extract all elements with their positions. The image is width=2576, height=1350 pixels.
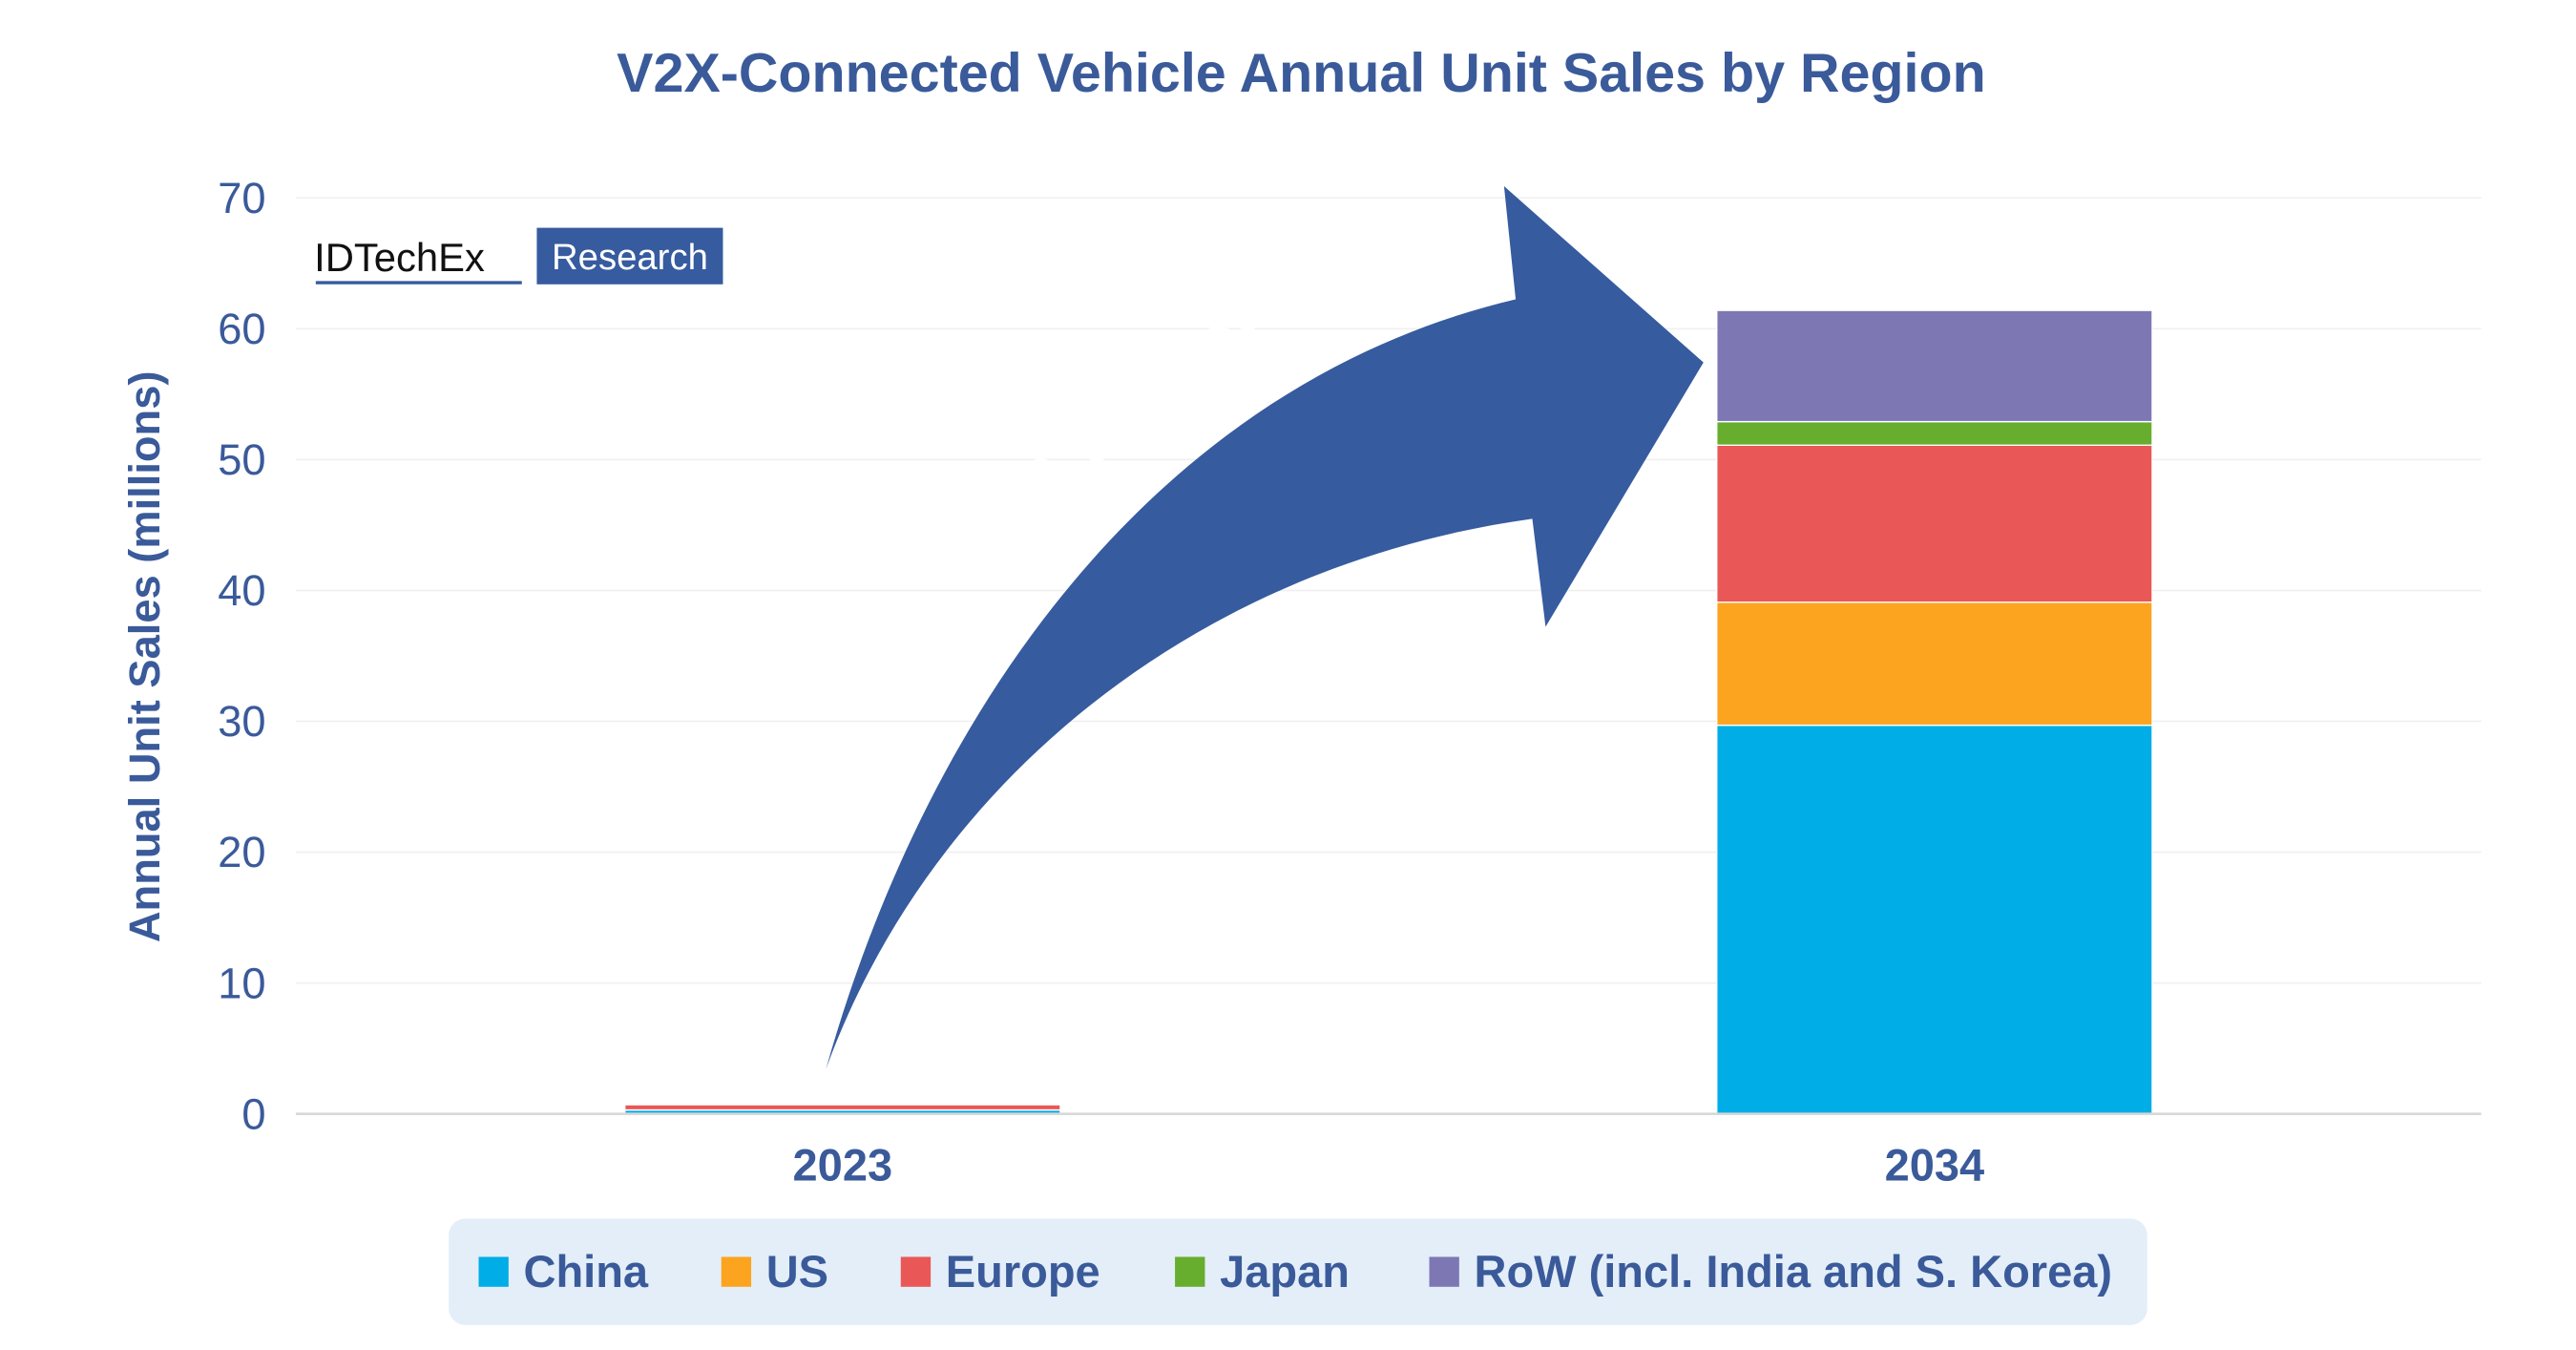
bar-2034-japan	[1716, 420, 2153, 446]
bars	[624, 309, 2153, 1115]
legend-box	[449, 1218, 2147, 1325]
bar-2034-row	[1716, 309, 2153, 423]
legend-label: Japan	[1220, 1246, 1350, 1297]
legend-swatch	[1175, 1256, 1205, 1287]
growth-arrow	[826, 186, 1704, 1069]
legend-swatch	[478, 1256, 509, 1287]
x-axis-categories: 2023 2034	[793, 1139, 1985, 1190]
logo-tag: Research	[552, 237, 708, 278]
bar-2034-china	[1716, 724, 2153, 1115]
idtechex-logo: IDTechEx Research	[314, 227, 723, 285]
legend-swatch	[1429, 1256, 1459, 1287]
legend: China US Europe Japan RoW (incl. India and S…	[478, 1246, 2112, 1297]
legend-label: China	[524, 1246, 649, 1297]
logo-tag-box	[536, 227, 723, 285]
bar-2034-europe	[1716, 444, 2153, 603]
y-tick-label: 50	[218, 435, 265, 484]
bar-2034-us	[1716, 601, 2153, 727]
y-axis-ticks: 0 10 20 30 40 50 60 70	[218, 174, 265, 1138]
y-tick-label: 70	[218, 174, 265, 222]
y-tick-label: 20	[218, 828, 265, 876]
y-tick-label: 10	[218, 959, 265, 1007]
legend-label: RoW (incl. India and S. Korea)	[1475, 1246, 2112, 1297]
bar-2023-europe	[624, 1104, 1061, 1111]
y-axis-label: Annual Unit Sales (millions)	[120, 371, 169, 943]
legend-swatch	[721, 1256, 752, 1287]
y-tick-label: 60	[218, 305, 265, 353]
chart-title: V2X-Connected Vehicle Annual Unit Sales …	[617, 43, 1986, 104]
legend-label: Europe	[946, 1246, 1100, 1297]
logo-brand: IDTechEx	[314, 235, 485, 280]
gridlines	[295, 197, 2482, 984]
legend-label: US	[766, 1246, 828, 1297]
y-tick-label: 0	[241, 1089, 265, 1138]
legend-swatch	[900, 1256, 932, 1287]
y-tick-label: 40	[218, 566, 265, 615]
x-tick-label: 2034	[1885, 1139, 1985, 1190]
y-tick-label: 30	[218, 697, 265, 746]
x-tick-label: 2023	[793, 1139, 893, 1190]
